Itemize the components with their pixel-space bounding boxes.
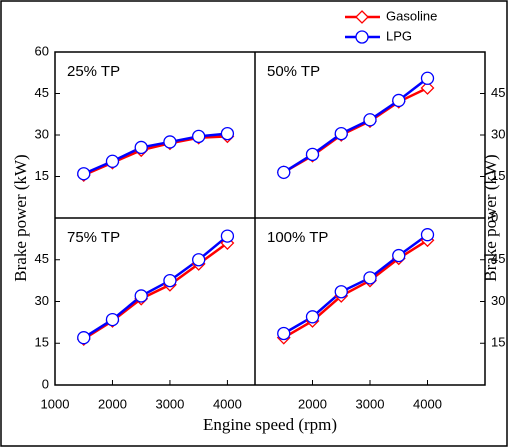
marker bbox=[420, 228, 435, 242]
panel-title: 50% TP bbox=[267, 63, 320, 80]
y-tick-label: 15 bbox=[491, 335, 505, 350]
x-axis-label: Engine speed (rpm) bbox=[203, 415, 337, 434]
marker bbox=[134, 140, 148, 155]
y-tick-label: 60 bbox=[35, 43, 49, 58]
panel-title: 100% TP bbox=[267, 229, 328, 246]
marker bbox=[305, 310, 320, 324]
marker bbox=[77, 331, 91, 345]
marker bbox=[220, 229, 235, 243]
y-tick-label: 15 bbox=[35, 168, 49, 183]
marker bbox=[134, 289, 148, 303]
series-line bbox=[83, 235, 229, 339]
y-tick-label: 45 bbox=[35, 85, 49, 100]
marker bbox=[334, 285, 348, 299]
marker bbox=[163, 135, 177, 149]
marker bbox=[355, 10, 369, 24]
marker bbox=[420, 71, 435, 85]
marker bbox=[277, 165, 291, 180]
x-tick-label: 2000 bbox=[98, 396, 127, 411]
marker bbox=[77, 167, 91, 181]
marker bbox=[163, 273, 177, 288]
y-tick-label: 30 bbox=[35, 293, 49, 308]
marker bbox=[355, 30, 369, 44]
legend-label: LPG bbox=[386, 28, 412, 43]
x-tick-label: 2000 bbox=[298, 396, 327, 411]
marker bbox=[105, 154, 120, 168]
x-tick-label: 1000 bbox=[41, 396, 70, 411]
y-tick-label: 15 bbox=[491, 168, 505, 183]
marker bbox=[105, 312, 120, 327]
x-tick-label: 3000 bbox=[356, 396, 385, 411]
legend-label: Gasoline bbox=[386, 8, 437, 23]
series-line bbox=[83, 132, 228, 175]
y-tick-label: 45 bbox=[491, 85, 505, 100]
y-tick-label: 0 bbox=[491, 209, 498, 224]
x-tick-label: 3000 bbox=[155, 396, 184, 411]
marker bbox=[392, 93, 406, 108]
panel-title: 25% TP bbox=[67, 63, 120, 80]
marker bbox=[220, 126, 235, 141]
series-line bbox=[83, 135, 228, 177]
x-tick-label: 4000 bbox=[213, 396, 242, 411]
series-line bbox=[283, 77, 429, 174]
y-tick-label: 45 bbox=[35, 251, 49, 266]
marker bbox=[363, 113, 377, 127]
marker bbox=[277, 326, 291, 341]
y-tick-label: 30 bbox=[35, 126, 49, 141]
marker bbox=[192, 253, 206, 267]
marker bbox=[363, 271, 377, 285]
marker bbox=[334, 126, 348, 141]
series-line bbox=[283, 233, 429, 335]
marker bbox=[392, 248, 406, 263]
y-axis-label: Brake power (kW) bbox=[481, 154, 500, 281]
series-line bbox=[283, 239, 429, 339]
y-axis-label: Brake power (kW) bbox=[11, 154, 30, 281]
marker bbox=[192, 129, 206, 144]
y-tick-label: 45 bbox=[491, 251, 505, 266]
x-tick-label: 4000 bbox=[413, 396, 442, 411]
y-tick-label: 30 bbox=[491, 126, 505, 141]
y-tick-label: 0 bbox=[42, 376, 49, 391]
marker bbox=[420, 81, 435, 95]
marker bbox=[305, 147, 320, 162]
y-tick-label: 30 bbox=[491, 293, 505, 308]
y-tick-label: 15 bbox=[35, 335, 49, 350]
panel-title: 75% TP bbox=[67, 229, 120, 246]
